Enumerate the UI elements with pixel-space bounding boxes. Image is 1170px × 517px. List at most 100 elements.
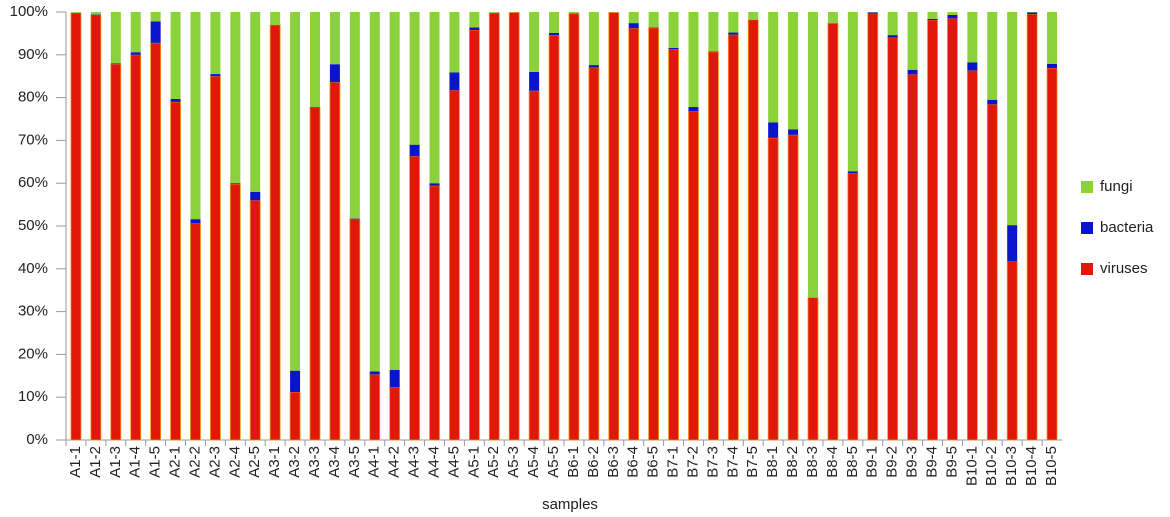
bar-segment <box>230 183 241 185</box>
bar-segment <box>688 12 699 108</box>
bar-segment <box>867 12 878 14</box>
y-tick-label: 0% <box>26 431 48 448</box>
bar-segment <box>409 144 420 157</box>
bar-segment <box>788 12 799 130</box>
bar-segment <box>130 54 142 441</box>
x-tick-label: A5-2 <box>485 446 502 478</box>
bar-segment <box>787 134 799 441</box>
bar-segment <box>648 12 659 28</box>
bar-segment <box>986 104 998 441</box>
bar-segment <box>1046 67 1058 441</box>
bar-segment <box>369 12 380 372</box>
bar-segment <box>648 27 660 441</box>
y-tick-label: 60% <box>18 174 48 191</box>
bar-segment <box>808 12 818 298</box>
bar-segment <box>190 12 201 220</box>
bar-segment <box>728 12 739 33</box>
bar-segment <box>688 107 699 112</box>
x-tick-label: A3-3 <box>306 446 323 478</box>
bar-segment <box>270 12 281 25</box>
bar-segment <box>847 12 858 172</box>
bar-segment <box>668 12 679 48</box>
x-tick-label: B8-3 <box>804 446 821 478</box>
bar-segment <box>469 27 480 30</box>
x-tick-label: B7-2 <box>684 446 701 478</box>
bar-segment <box>110 63 122 441</box>
bar-segment <box>987 99 998 105</box>
bar-segment <box>927 18 938 21</box>
bar-segment <box>309 107 321 441</box>
bar-segment <box>210 12 221 75</box>
bar-segment <box>1007 225 1018 262</box>
x-tick-label: B6-3 <box>605 446 622 478</box>
bar-segment <box>110 63 121 65</box>
x-tick-label: A1-3 <box>107 446 124 478</box>
bar-segment <box>708 12 719 52</box>
bar-segment <box>1006 261 1018 441</box>
bar-segment <box>250 12 261 192</box>
bar-segment <box>310 12 320 108</box>
bar-segment <box>90 12 101 15</box>
x-tick-label: A4-2 <box>386 446 403 478</box>
bar-segment <box>966 70 978 441</box>
bar-segment <box>290 370 301 393</box>
bar-segment <box>727 34 739 441</box>
bar-segment <box>907 74 918 441</box>
bar-segment <box>827 12 838 24</box>
bar-segment <box>269 24 281 441</box>
bar-segment <box>1026 13 1038 441</box>
x-tick-label: B9-2 <box>884 446 901 478</box>
y-tick-label: 70% <box>18 131 48 148</box>
bar-segment <box>449 72 460 91</box>
bar-segment <box>468 29 480 441</box>
x-tick-label: B10-5 <box>1043 446 1060 486</box>
bar-segment <box>668 48 679 441</box>
legend-swatch <box>1081 181 1093 193</box>
bar-segment <box>210 74 221 77</box>
legend-label: fungi <box>1100 178 1133 195</box>
bar-segment <box>827 23 839 441</box>
bar-segment <box>748 12 759 20</box>
bar-segment <box>190 219 201 224</box>
bar-segment <box>728 32 739 35</box>
y-tick-label: 20% <box>18 345 48 362</box>
bar-segment <box>887 35 898 38</box>
y-tick-label: 90% <box>18 46 48 63</box>
x-tick-label: B9-5 <box>943 446 960 478</box>
bar-segment <box>449 12 460 73</box>
legend-swatch <box>1081 222 1093 234</box>
bar-segment <box>70 12 82 441</box>
bar-segment <box>529 71 540 91</box>
bar-segment <box>688 110 699 441</box>
bar-segment <box>349 218 361 441</box>
x-tick-label: B9-3 <box>904 446 921 478</box>
y-tick-label: 50% <box>18 217 48 234</box>
bar-segment <box>867 13 879 441</box>
x-tick-label: B8-4 <box>824 446 841 478</box>
bar-segment <box>429 12 440 184</box>
x-tick-label: A4-3 <box>406 446 423 478</box>
bar-segment <box>70 12 81 13</box>
bar-segment <box>130 52 141 55</box>
bar-segment <box>767 137 779 441</box>
bar-segment <box>529 12 540 72</box>
bar-segment <box>90 15 102 441</box>
bar-segment <box>907 69 918 75</box>
bar-segment <box>190 223 201 441</box>
x-tick-label: A5-1 <box>465 446 482 478</box>
bar-segment <box>947 14 958 19</box>
bar-segment <box>549 12 560 33</box>
x-tick-label: A2-1 <box>167 446 184 478</box>
y-tick-label: 80% <box>18 89 48 106</box>
x-tick-label: B10-2 <box>983 446 1000 486</box>
x-tick-label: B7-4 <box>724 446 741 478</box>
x-tick-label: B6-5 <box>645 446 662 478</box>
x-tick-label: B8-2 <box>784 446 801 478</box>
bar-segment <box>947 12 958 15</box>
bar-segment <box>668 47 679 50</box>
bar-segment <box>290 12 301 371</box>
x-tick-label: A5-3 <box>505 446 522 478</box>
bar-segment <box>1047 63 1058 69</box>
bar-segment <box>768 12 779 123</box>
x-tick-label: A1-2 <box>87 446 104 478</box>
